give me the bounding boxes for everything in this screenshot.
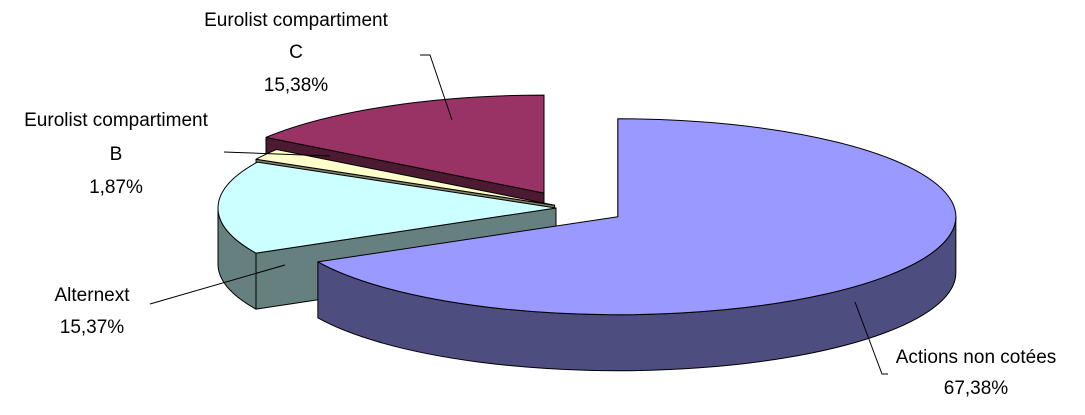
slice-eurolist-c-top — [217, 161, 557, 254]
leader-lines — [149, 54, 888, 375]
label-eurolist-c-line1: Eurolist compartiment — [204, 10, 388, 31]
slice-eurolist-b-top — [255, 148, 556, 206]
label-eurolist-b-line1: Eurolist compartiment — [24, 110, 208, 131]
label-eurolist-c-line2: C — [289, 42, 303, 63]
leader-actions-non-cotees — [854, 301, 888, 375]
label-alternext: Alternext — [55, 285, 131, 306]
slice-alternext-top — [265, 94, 545, 194]
slice-actions-non-cotees — [317, 118, 957, 372]
slices-layer — [217, 94, 957, 372]
leader-alternext — [149, 264, 286, 305]
value-actions-non-cotees: 67,38% — [944, 378, 1009, 399]
value-alternext: 15,37% — [60, 317, 125, 338]
leader-eurolist-c — [420, 54, 453, 121]
label-actions-non-cotees: Actions non cotées — [896, 347, 1057, 368]
value-eurolist-c: 15,38% — [264, 75, 329, 96]
slice-actions-non-cotees-top — [317, 118, 957, 316]
value-eurolist-b: 1,87% — [89, 177, 143, 198]
label-eurolist-b-line2: B — [110, 144, 123, 165]
leader-eurolist-b — [223, 151, 331, 157]
